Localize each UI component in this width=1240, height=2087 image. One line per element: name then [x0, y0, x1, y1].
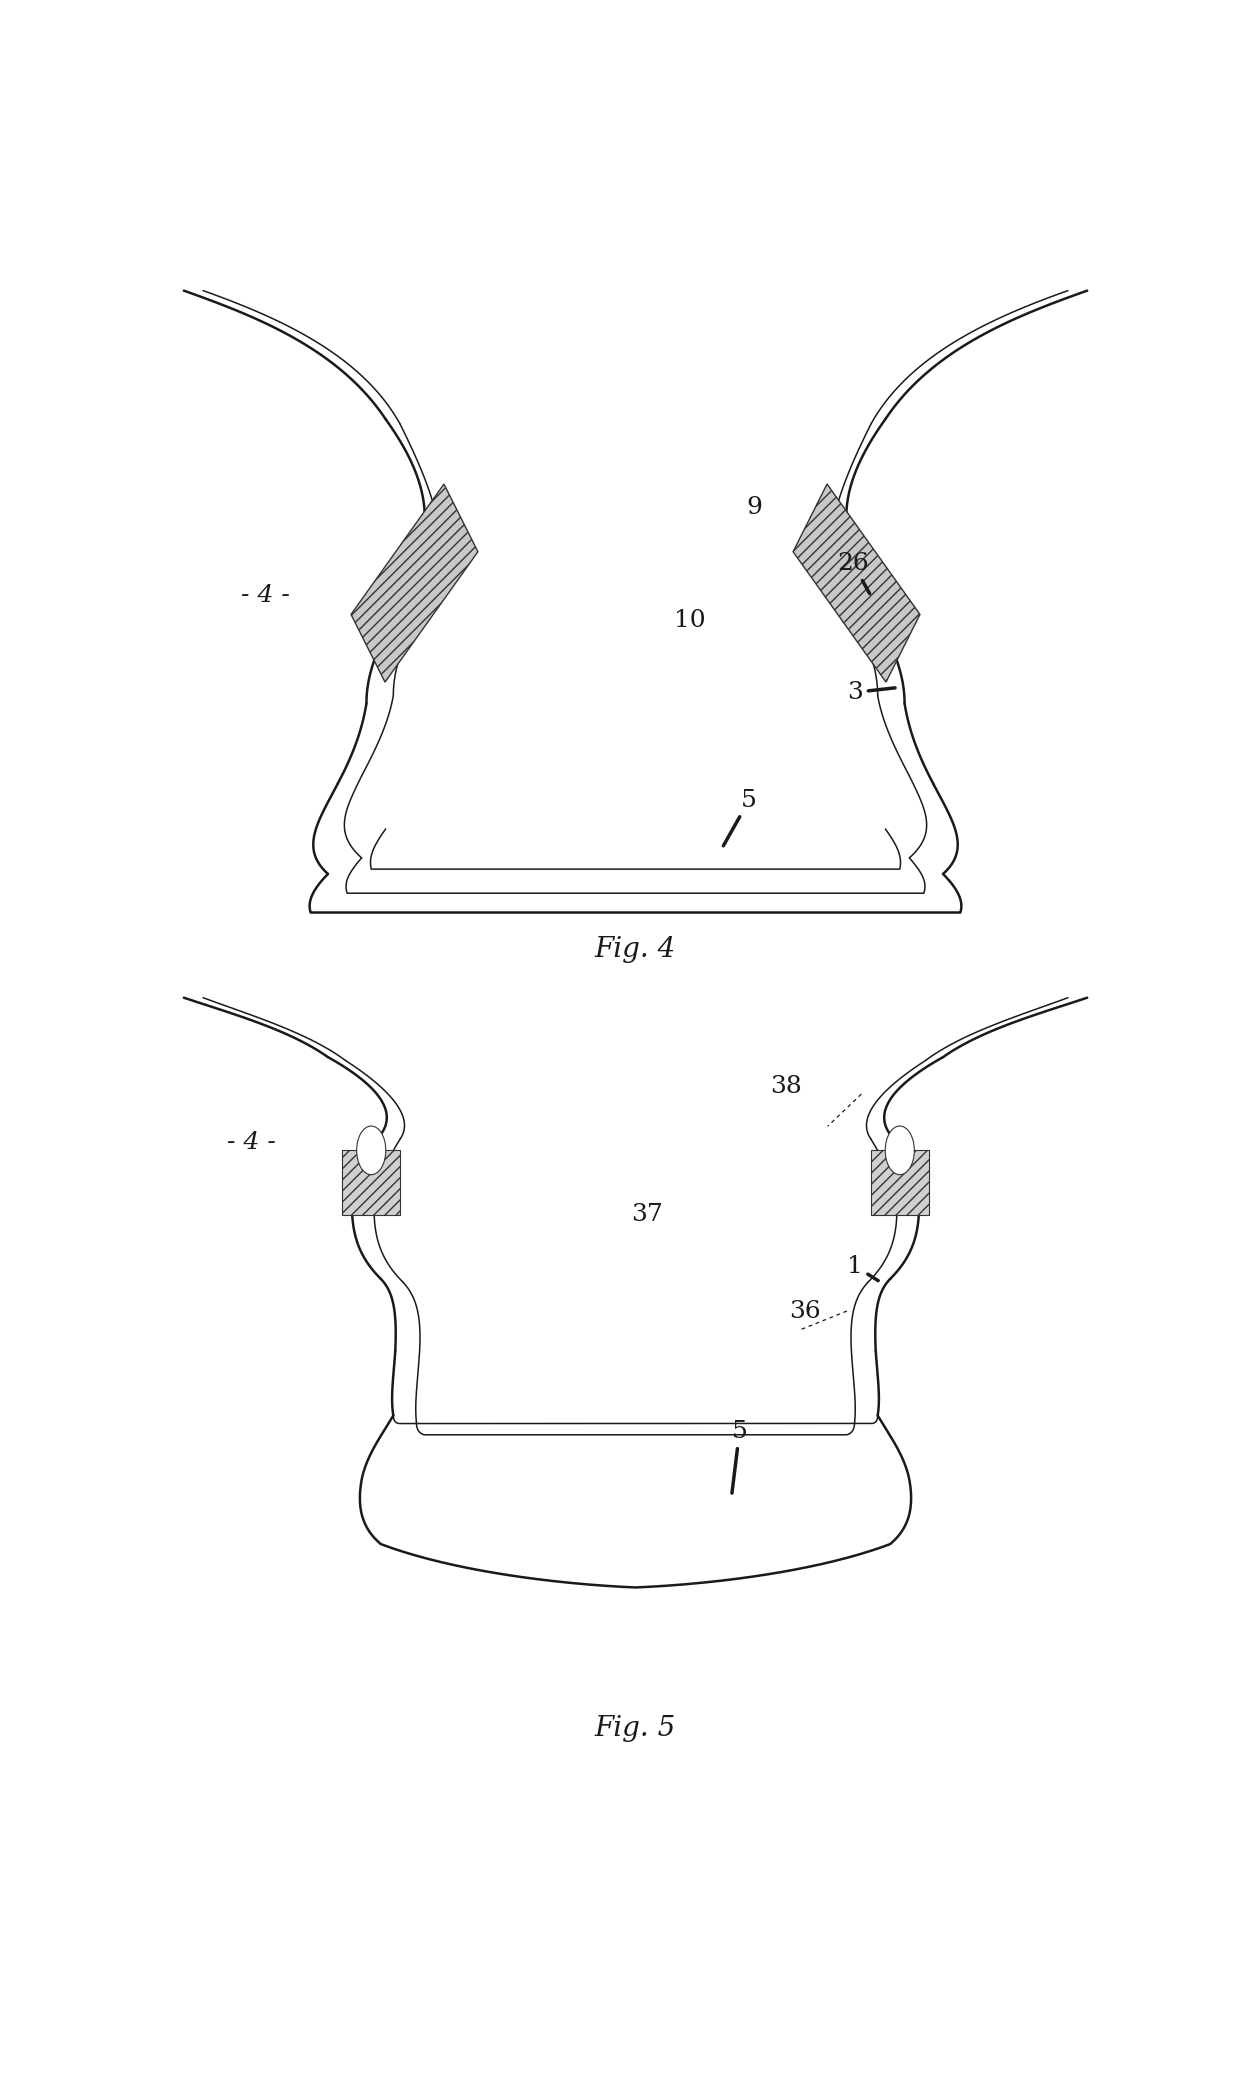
Polygon shape — [351, 484, 477, 682]
Text: 9: 9 — [746, 497, 761, 520]
Text: 5: 5 — [732, 1419, 748, 1492]
Text: 38: 38 — [770, 1075, 802, 1098]
Text: 37: 37 — [631, 1202, 662, 1227]
Text: 26: 26 — [837, 553, 869, 593]
Circle shape — [357, 1127, 386, 1175]
Text: 10: 10 — [675, 609, 706, 632]
Text: - 4 -: - 4 - — [227, 1131, 275, 1154]
Text: 36: 36 — [789, 1300, 821, 1323]
Text: - 4 -: - 4 - — [241, 584, 290, 607]
Text: 5: 5 — [723, 789, 758, 845]
Polygon shape — [342, 1150, 401, 1215]
Text: Fig. 4: Fig. 4 — [595, 935, 676, 962]
Text: 1: 1 — [847, 1254, 878, 1281]
Text: 3: 3 — [847, 680, 895, 703]
Polygon shape — [870, 1150, 929, 1215]
Polygon shape — [794, 484, 920, 682]
Circle shape — [885, 1127, 914, 1175]
Text: Fig. 5: Fig. 5 — [595, 1716, 676, 1743]
